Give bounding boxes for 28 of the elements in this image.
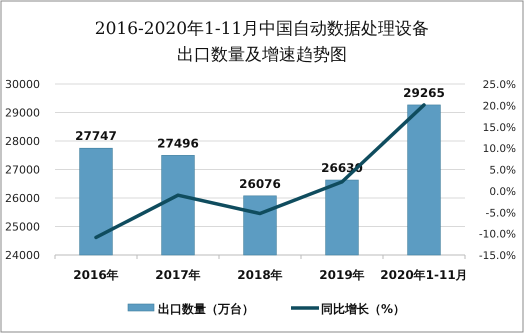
data-label: 26076 (239, 176, 281, 191)
y2-tick-label: 20.0% (482, 100, 516, 112)
x-tick-label: 2018年 (237, 268, 283, 282)
x-tick-label: 2020年1-11月 (380, 268, 468, 282)
data-label: 27747 (75, 129, 117, 144)
y2-tick-label: 15.0% (482, 122, 516, 134)
y2-tick-label: -15.0% (478, 250, 516, 262)
y2-tick-label: 10.0% (482, 143, 516, 156)
y2-tick-label: 5.0% (489, 164, 516, 176)
chart-title: 2016-2020年1-11月中国自动数据处理设备出口数量及增速趋势图 (94, 19, 430, 65)
y2-tick-label: 25.0% (482, 79, 516, 91)
y-tick-label: 29000 (5, 106, 40, 120)
y2-tick-label: -10.0% (478, 228, 516, 241)
data-label: 29265 (403, 86, 445, 100)
y-tick-label: 27000 (5, 164, 40, 176)
legend-label: 同比增长（%） (321, 302, 406, 316)
legend-label: 出口数量（万台） (158, 302, 254, 316)
y-tick-label: 26000 (5, 192, 40, 205)
x-tick-label: 2017年 (155, 268, 201, 282)
y-tick-label: 28000 (5, 135, 40, 148)
y2-tick-label: -5.0% (486, 207, 516, 220)
y-tick-label: 30000 (5, 78, 40, 91)
x-tick-label: 2019年 (319, 268, 365, 282)
y-tick-label: 25000 (5, 220, 40, 234)
x-tick-label: 2016年 (73, 268, 119, 282)
y2-tick-label: 0.0% (489, 186, 516, 198)
y-tick-label: 24000 (5, 249, 40, 262)
data-label: 27496 (157, 136, 199, 150)
